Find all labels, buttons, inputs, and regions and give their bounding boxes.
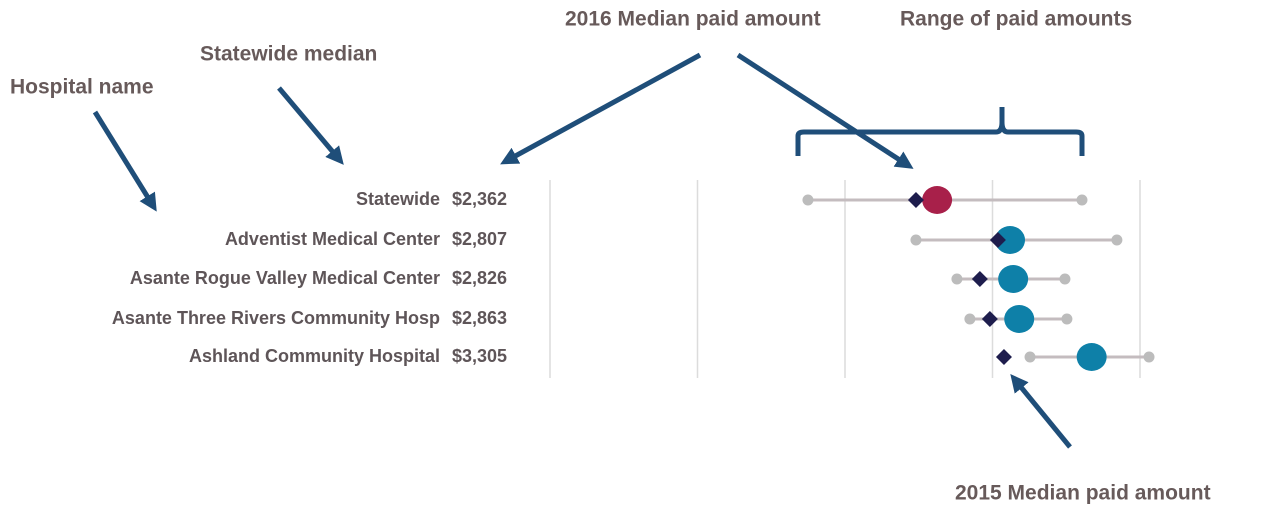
- brace: [795, 107, 1085, 156]
- range-min: [964, 313, 976, 325]
- annotation: Range of paid amounts: [900, 8, 1132, 31]
- median-2015: [995, 349, 1012, 365]
- arrow: [1010, 374, 1072, 449]
- hospital-name: Ashland Community Hospital: [189, 346, 440, 366]
- range-max: [1059, 273, 1071, 285]
- annotation: 2015 Median paid amount: [955, 482, 1211, 505]
- median-2016: [995, 226, 1026, 254]
- annotation: Hospital name: [10, 76, 154, 99]
- range-max: [1143, 351, 1155, 363]
- arrow: [500, 52, 702, 165]
- median-2016: [1004, 305, 1035, 333]
- hospital-name: Statewide: [356, 189, 440, 209]
- median-label: $2,362: [452, 189, 507, 209]
- hospital-name: Asante Rogue Valley Medical Center: [130, 268, 440, 288]
- median-label: $2,863: [452, 308, 507, 328]
- arrow: [736, 52, 914, 169]
- range-min: [1024, 351, 1036, 363]
- median-2015: [971, 271, 988, 287]
- range-max: [1061, 313, 1073, 325]
- range-min: [910, 234, 922, 246]
- rows: Statewide $2,362 Adventist Medical Center $…: [112, 186, 1155, 371]
- grid: [549, 180, 1141, 378]
- annotation: Statewide median: [200, 43, 377, 66]
- median-label: $3,305: [452, 346, 507, 366]
- median-label: $2,826: [452, 268, 507, 288]
- range-min: [951, 273, 963, 285]
- median-label: $2,807: [452, 229, 507, 249]
- arrow: [277, 86, 344, 165]
- hospital-name: Adventist Medical Center: [225, 229, 440, 249]
- median-2016: [922, 186, 953, 214]
- hospital-name: Asante Three Rivers Community Hosp: [112, 308, 440, 328]
- median-2015: [989, 232, 1006, 248]
- arrow: [92, 110, 157, 212]
- median-2016: [1076, 343, 1107, 371]
- median-2015: [981, 311, 998, 327]
- range-min: [802, 194, 814, 206]
- median-2015: [907, 192, 924, 208]
- annotation: 2016 Median paid amount: [565, 8, 821, 31]
- median-2016: [998, 265, 1029, 293]
- range-max: [1076, 194, 1088, 206]
- range-max: [1111, 234, 1123, 246]
